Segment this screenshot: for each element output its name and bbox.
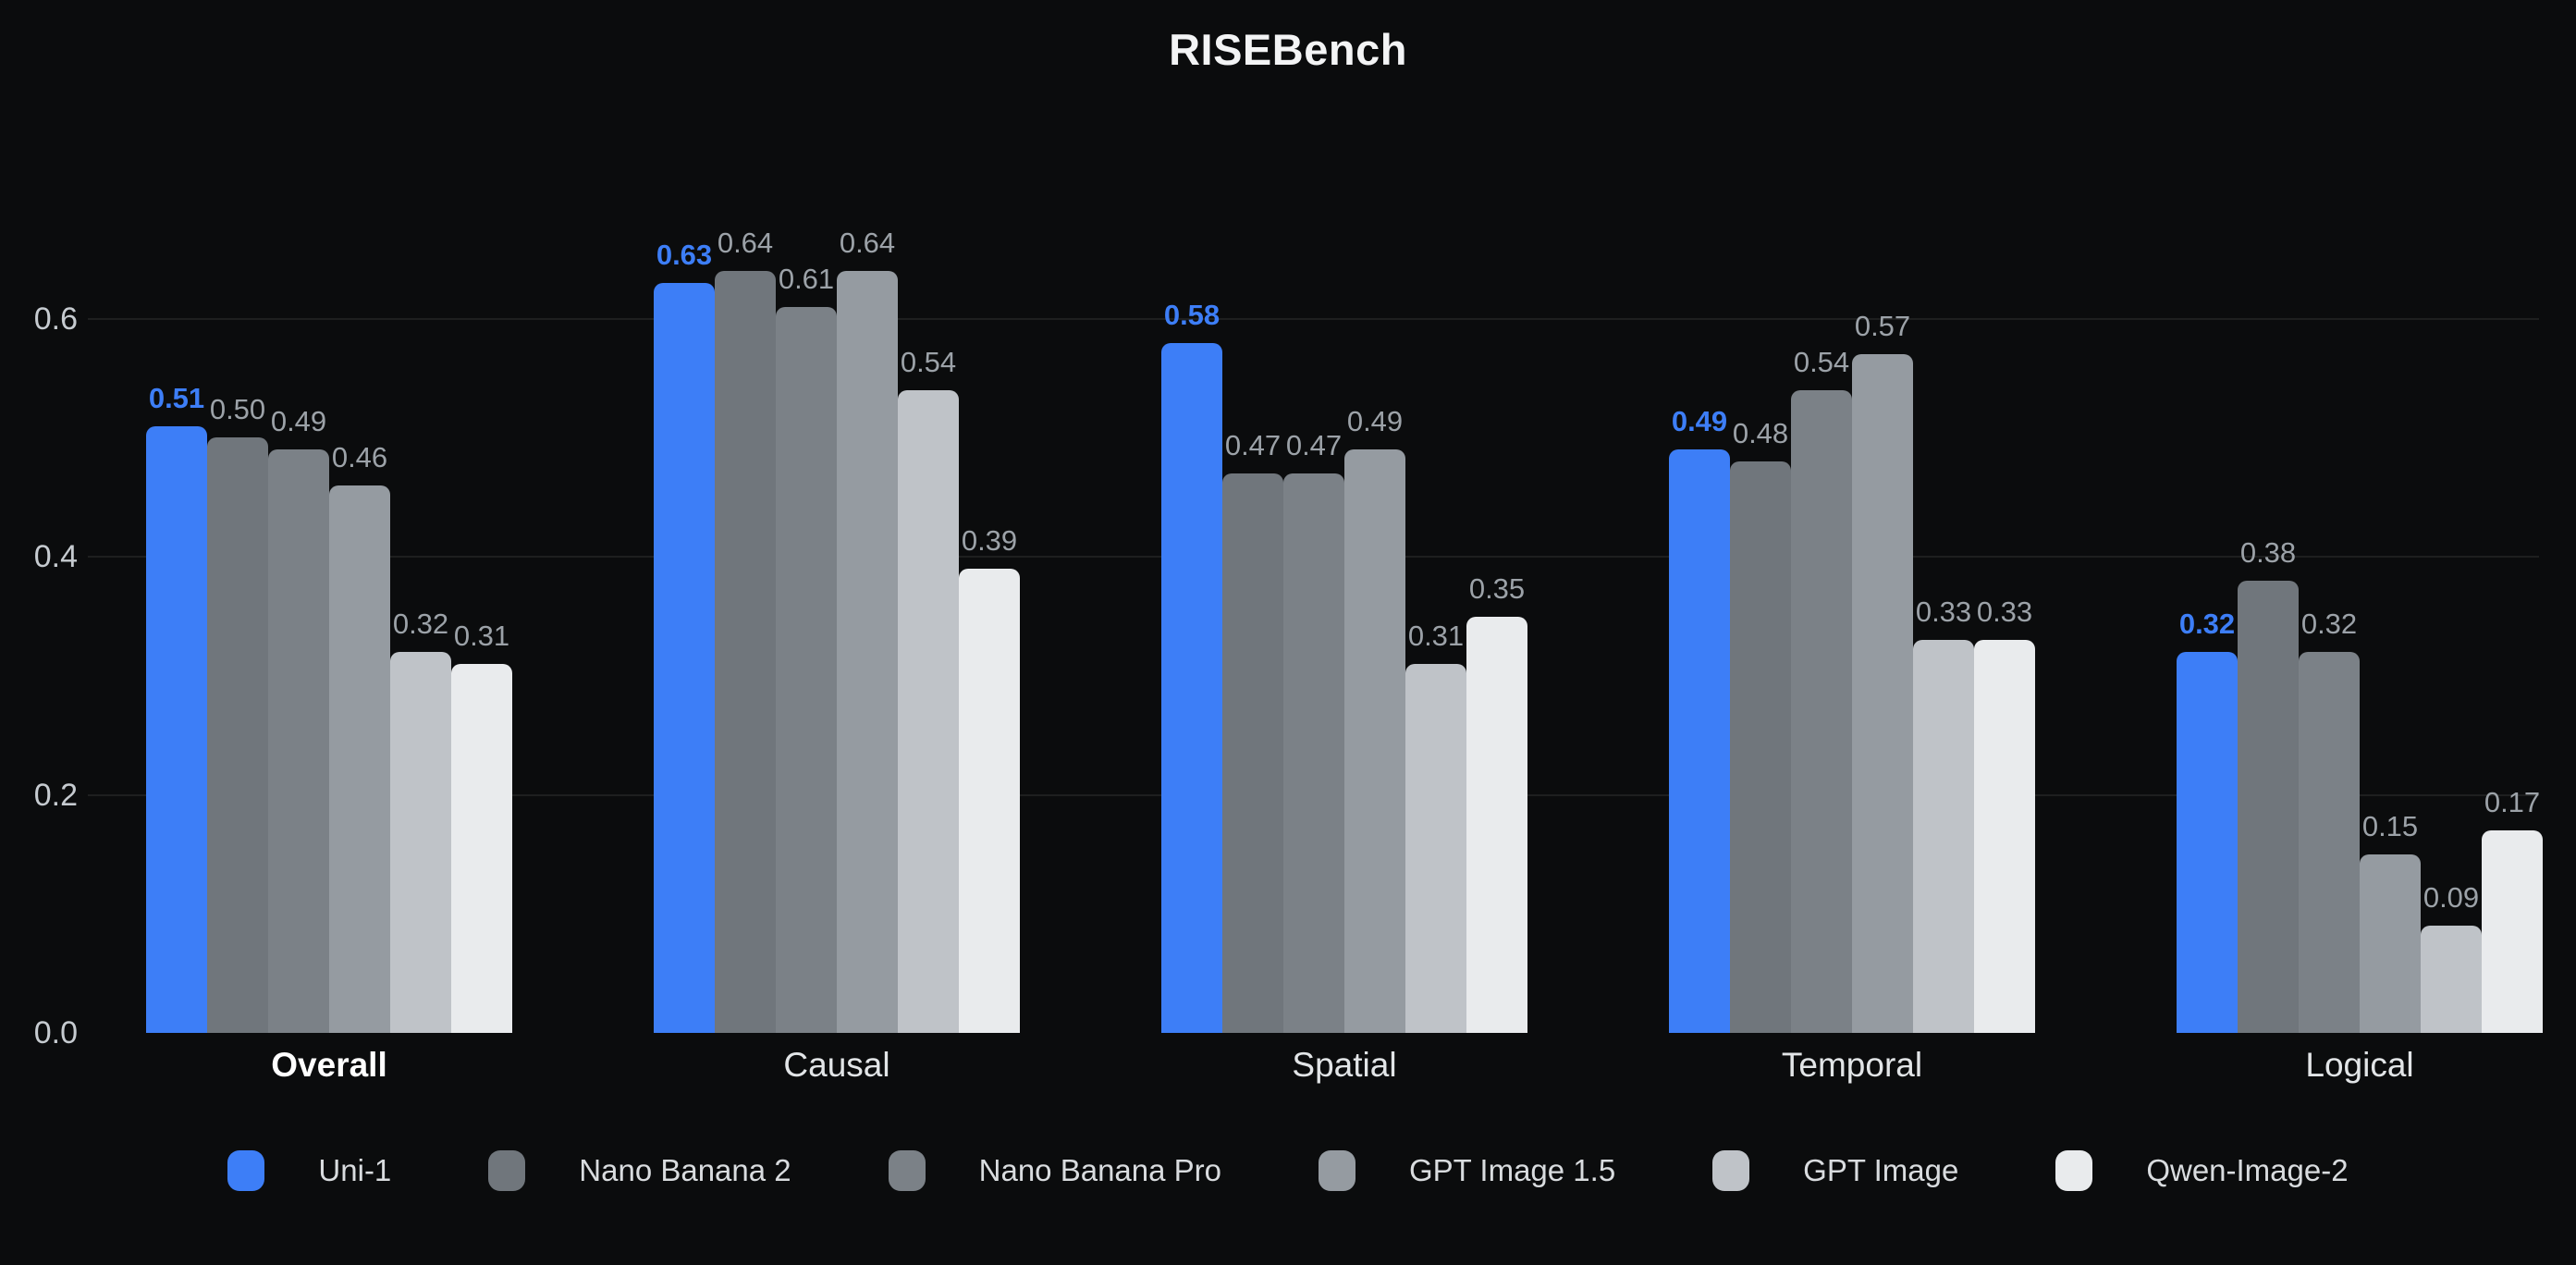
bar-uni-1-overall [146, 426, 207, 1033]
value-label-gpt-image-1-5-temporal: 0.57 [1854, 310, 1911, 342]
bar-gpt-image-1-5-logical [2360, 854, 2421, 1033]
legend-item-gpt-image-1-5: GPT Image 1.5 [1319, 1150, 1615, 1191]
bar-gpt-image-logical [2421, 926, 2482, 1033]
legend-swatch-uni-1 [227, 1150, 265, 1191]
bar-gpt-image-1-5-overall [329, 485, 390, 1033]
bar-nano-banana-2-logical [2238, 581, 2299, 1033]
bar-nano-banana-pro-causal [776, 307, 837, 1033]
bar-gpt-image-causal [898, 390, 959, 1033]
legend-label-gpt-image: GPT Image [1803, 1153, 1959, 1187]
category-label-temporal: Temporal [1781, 1046, 1923, 1084]
y-axis-tick-label: 0.2 [33, 777, 78, 813]
bar-gpt-image-1-5-causal [837, 271, 898, 1033]
chart-legend: Uni-1 Nano Banana 2 Nano Banana Pro GPT Ima… [0, 1150, 2576, 1191]
bar-gpt-image-overall [390, 652, 451, 1033]
bar-gpt-image-1-5-temporal [1852, 354, 1913, 1033]
legend-swatch-gpt-image-1-5 [1319, 1150, 1355, 1191]
category-label-causal: Causal [783, 1046, 890, 1084]
value-label-uni-1-logical: 0.32 [2178, 608, 2236, 640]
bar-gpt-image-temporal [1913, 640, 1974, 1033]
legend-label-qwen-image-2: Qwen-Image-2 [2146, 1153, 2349, 1187]
legend-swatch-qwen-image-2 [2055, 1150, 2093, 1191]
bar-qwen-image-2-causal [959, 569, 1020, 1033]
value-label-gpt-image-temporal: 0.33 [1915, 596, 1972, 628]
value-label-nano-banana-2-spatial: 0.47 [1224, 429, 1282, 461]
legend-label-uni-1: Uni-1 [318, 1153, 392, 1187]
bar-qwen-image-2-temporal [1974, 640, 2035, 1033]
value-label-gpt-image-spatial: 0.31 [1407, 620, 1465, 652]
bar-nano-banana-2-overall [207, 437, 268, 1033]
value-label-qwen-image-2-temporal: 0.33 [1976, 596, 2033, 628]
bar-gpt-image-1-5-spatial [1344, 449, 1405, 1033]
bar-nano-banana-2-temporal [1730, 461, 1791, 1033]
y-axis-tick-label: 0.6 [33, 301, 78, 337]
value-label-uni-1-spatial: 0.58 [1163, 299, 1221, 331]
value-label-uni-1-causal: 0.63 [656, 239, 713, 271]
value-label-gpt-image-1-5-overall: 0.46 [331, 441, 388, 473]
value-label-qwen-image-2-causal: 0.39 [961, 524, 1018, 557]
bar-uni-1-temporal [1669, 449, 1730, 1033]
value-label-gpt-image-1-5-causal: 0.64 [839, 227, 896, 259]
legend-label-nano-banana-pro: Nano Banana Pro [978, 1153, 1221, 1187]
bar-qwen-image-2-spatial [1466, 617, 1527, 1033]
y-axis-tick-label: 0.0 [33, 1015, 78, 1050]
legend-label-nano-banana-2: Nano Banana 2 [579, 1153, 791, 1187]
value-label-nano-banana-2-logical: 0.38 [2239, 536, 2297, 569]
category-label-overall: Overall [271, 1046, 387, 1084]
legend-item-nano-banana-pro: Nano Banana Pro [888, 1150, 1221, 1191]
value-label-qwen-image-2-spatial: 0.35 [1468, 572, 1526, 605]
value-label-gpt-image-overall: 0.32 [392, 608, 449, 640]
value-label-nano-banana-pro-logical: 0.32 [2300, 608, 2358, 640]
value-label-qwen-image-2-overall: 0.31 [453, 620, 510, 652]
category-label-logical: Logical [2305, 1046, 2414, 1084]
value-label-gpt-image-logical: 0.09 [2423, 881, 2480, 914]
legend-item-nano-banana-2: Nano Banana 2 [488, 1150, 791, 1191]
chart-title: RISEBench [1169, 25, 1407, 74]
bar-uni-1-causal [654, 283, 715, 1033]
legend-label-gpt-image-1-5: GPT Image 1.5 [1409, 1153, 1616, 1187]
value-label-gpt-image-1-5-spatial: 0.49 [1346, 405, 1404, 437]
legend-swatch-nano-banana-pro [888, 1150, 926, 1191]
gridline-0.6 [88, 317, 2539, 320]
value-label-gpt-image-causal: 0.54 [900, 346, 957, 378]
legend-swatch-nano-banana-2 [488, 1150, 526, 1191]
bar-uni-1-spatial [1161, 343, 1222, 1033]
value-label-nano-banana-pro-causal: 0.61 [778, 263, 835, 295]
bar-nano-banana-pro-logical [2299, 652, 2360, 1033]
value-label-gpt-image-1-5-logical: 0.15 [2361, 810, 2419, 842]
bar-nano-banana-2-causal [715, 271, 776, 1033]
bar-qwen-image-2-overall [451, 664, 512, 1033]
value-label-uni-1-overall: 0.51 [148, 382, 205, 414]
value-label-nano-banana-2-causal: 0.64 [717, 227, 774, 259]
value-label-nano-banana-2-temporal: 0.48 [1732, 417, 1789, 449]
category-label-spatial: Spatial [1292, 1046, 1397, 1084]
bar-nano-banana-2-spatial [1222, 473, 1283, 1033]
value-label-uni-1-temporal: 0.49 [1671, 405, 1728, 437]
legend-item-qwen-image-2: Qwen-Image-2 [2055, 1150, 2349, 1191]
bar-uni-1-logical [2177, 652, 2238, 1033]
bar-nano-banana-pro-temporal [1791, 390, 1852, 1033]
bar-qwen-image-2-logical [2482, 830, 2543, 1033]
bar-nano-banana-pro-spatial [1283, 473, 1344, 1033]
bar-gpt-image-spatial [1405, 664, 1466, 1033]
value-label-nano-banana-pro-spatial: 0.47 [1285, 429, 1343, 461]
value-label-nano-banana-pro-overall: 0.49 [270, 405, 327, 437]
value-label-nano-banana-pro-temporal: 0.54 [1793, 346, 1850, 378]
legend-swatch-gpt-image [1712, 1150, 1750, 1191]
value-label-qwen-image-2-logical: 0.17 [2484, 786, 2541, 818]
value-label-nano-banana-2-overall: 0.50 [209, 393, 266, 425]
legend-item-gpt-image: GPT Image [1712, 1150, 1958, 1191]
bar-nano-banana-pro-overall [268, 449, 329, 1033]
y-axis-tick-label: 0.4 [33, 539, 78, 575]
legend-item-uni-1: Uni-1 [227, 1150, 391, 1191]
